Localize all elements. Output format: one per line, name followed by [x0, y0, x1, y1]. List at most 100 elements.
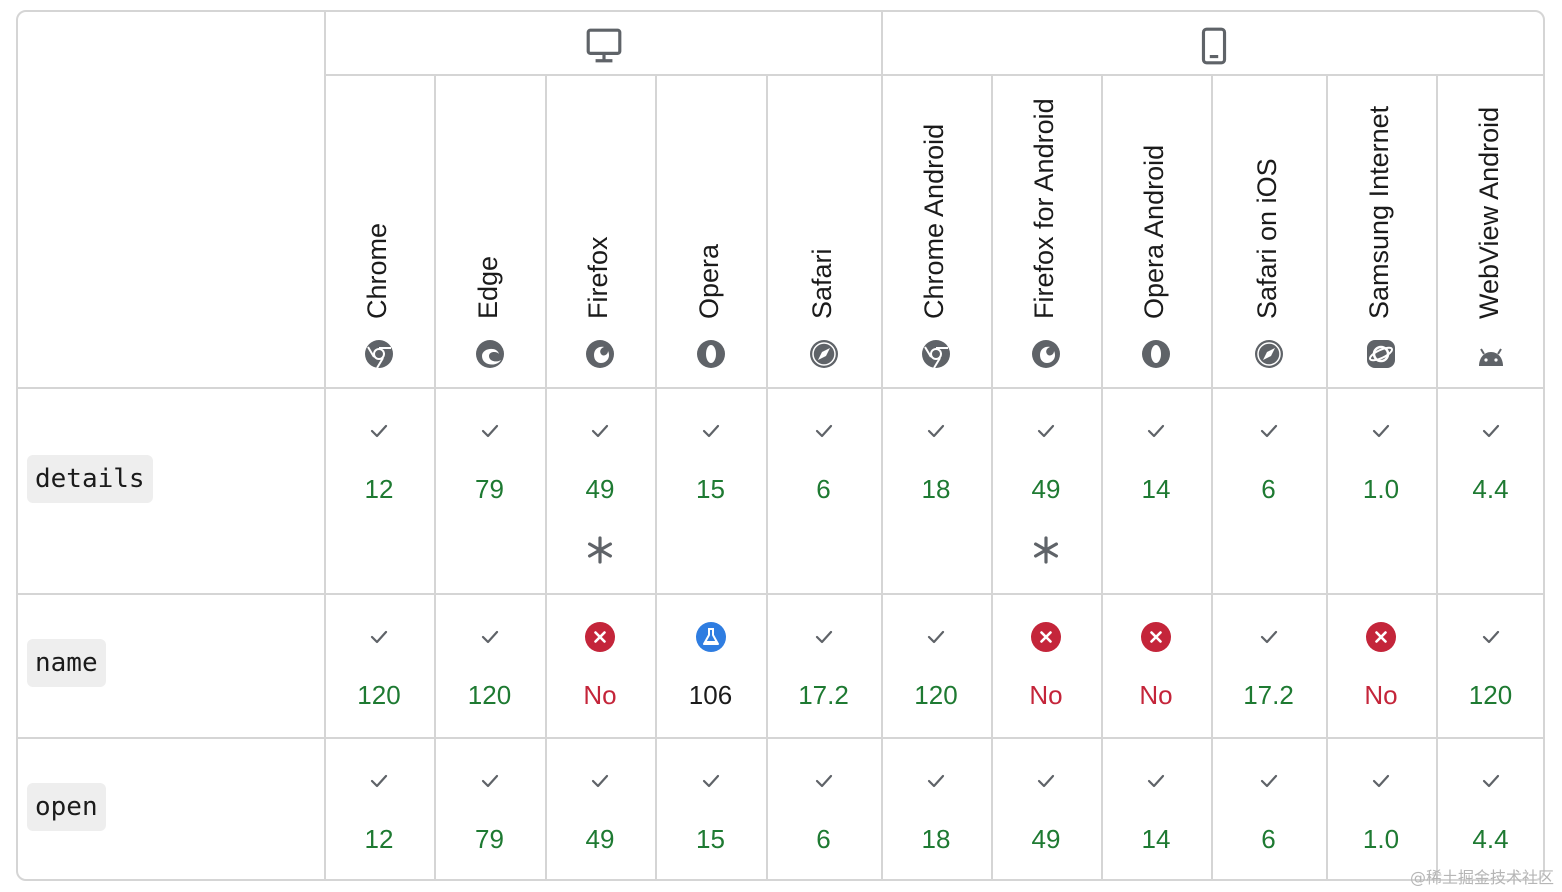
row-divider [18, 737, 1543, 739]
check-icon [481, 774, 498, 788]
edge-logo-icon [475, 340, 504, 368]
column-divider [1211, 74, 1213, 879]
support-version[interactable]: 120 [357, 680, 401, 710]
header-divider [18, 387, 1543, 389]
safari-logo-icon [809, 340, 838, 368]
support-version[interactable]: 14 [1141, 824, 1171, 854]
feature-details[interactable]: details [27, 455, 153, 503]
compat-table: Chrome Edge Firefox Opera Safari Chrome Andro… [16, 10, 1545, 881]
check-icon [1372, 424, 1390, 438]
support-version[interactable]: 106 [688, 680, 733, 710]
firefox-logo-icon [586, 340, 614, 368]
check-icon [481, 424, 498, 438]
check-icon [1482, 424, 1499, 438]
mobile-icon [1201, 27, 1227, 65]
support-version[interactable]: No [1029, 680, 1063, 710]
asterisk-note-icon[interactable] [1032, 536, 1060, 564]
support-version[interactable]: 14 [1141, 474, 1171, 504]
check-icon [1147, 774, 1165, 788]
browser-name-opera: Opera [693, 243, 724, 319]
support-version[interactable]: 1.0 [1362, 824, 1400, 854]
android-logo-icon [1478, 348, 1503, 366]
support-version[interactable]: No [583, 680, 617, 710]
support-version[interactable]: 17.2 [1243, 680, 1294, 710]
support-version[interactable]: 18 [921, 474, 951, 504]
support-version[interactable]: 1.0 [1362, 474, 1400, 504]
browser-name-edge: Edge [472, 255, 503, 319]
support-version[interactable]: 4.4 [1472, 824, 1509, 854]
support-version[interactable]: 6 [1261, 824, 1276, 854]
check-icon [1037, 424, 1055, 438]
platform-group-divider [881, 12, 883, 879]
support-version[interactable]: 79 [475, 474, 504, 504]
support-version[interactable]: No [1364, 680, 1398, 710]
check-icon [702, 774, 719, 788]
support-version[interactable]: 120 [467, 680, 512, 710]
unsupported-icon [1366, 622, 1396, 652]
check-icon [370, 774, 388, 788]
unsupported-icon [1141, 622, 1171, 652]
check-icon [1372, 774, 1390, 788]
chrome-logo-icon [922, 340, 950, 369]
browser-name-samsung-internet: Samsung Internet [1364, 105, 1394, 319]
support-version[interactable]: 120 [914, 680, 958, 710]
column-divider [1101, 74, 1103, 879]
support-version[interactable]: 6 [1261, 474, 1276, 504]
check-icon [1147, 424, 1165, 438]
row-divider [18, 593, 1543, 595]
column-divider [1436, 74, 1438, 879]
feature-open[interactable]: open [27, 783, 106, 831]
safari-logo-icon [1254, 340, 1283, 368]
check-icon [591, 424, 609, 438]
experimental-flask-icon [695, 622, 726, 652]
support-version[interactable]: 6 [816, 474, 831, 504]
check-icon [815, 630, 832, 644]
column-divider [991, 74, 993, 879]
platform-divider [324, 74, 1543, 76]
check-icon [370, 630, 388, 644]
compat-grid: Chrome Edge Firefox Opera Safari Chrome Andro… [18, 12, 1543, 879]
samsung-internet-logo-icon [1367, 340, 1395, 368]
watermark: @稀土掘金技术社区 [1409, 868, 1554, 887]
browser-name-safari-on-ios: Safari on iOS [1251, 158, 1282, 319]
support-version[interactable]: 49 [1031, 824, 1061, 854]
feature-name[interactable]: name [27, 639, 106, 687]
check-icon [1482, 774, 1499, 788]
column-divider [766, 74, 768, 879]
browser-name-chrome-android: Chrome Android [919, 123, 949, 319]
check-icon [1260, 630, 1277, 644]
browser-name-webview-android: WebView Android [1473, 106, 1504, 319]
check-icon [1482, 630, 1499, 644]
support-version[interactable]: 49 [585, 824, 615, 854]
check-icon [481, 630, 498, 644]
support-version[interactable]: 18 [921, 824, 951, 854]
support-version[interactable]: 12 [364, 474, 394, 504]
browser-name-opera-android: Opera Android [1139, 144, 1169, 319]
opera-logo-icon [1142, 340, 1170, 368]
support-version[interactable]: 120 [1468, 680, 1513, 710]
support-version[interactable]: 6 [816, 824, 831, 854]
support-version[interactable]: 15 [696, 474, 725, 504]
firefox-logo-icon [1032, 340, 1060, 368]
opera-logo-icon [696, 340, 725, 368]
support-version[interactable]: 49 [1031, 474, 1061, 504]
support-version[interactable]: 49 [585, 474, 615, 504]
column-divider [434, 74, 436, 879]
check-icon [815, 774, 832, 788]
support-version[interactable]: 12 [364, 824, 394, 854]
check-icon [1037, 774, 1055, 788]
check-icon [702, 424, 719, 438]
check-icon [1260, 774, 1277, 788]
desktop-icon [586, 28, 621, 63]
browser-name-chrome: Chrome [362, 222, 392, 319]
chrome-logo-icon [365, 340, 393, 369]
support-version[interactable]: 79 [475, 824, 504, 854]
support-version[interactable]: 17.2 [798, 680, 849, 710]
column-divider [655, 74, 657, 879]
browser-name-firefox: Firefox [583, 236, 613, 319]
support-version[interactable]: 15 [696, 824, 725, 854]
check-icon [1260, 424, 1277, 438]
support-version[interactable]: No [1139, 680, 1173, 710]
asterisk-note-icon[interactable] [586, 536, 614, 564]
support-version[interactable]: 4.4 [1472, 474, 1509, 504]
